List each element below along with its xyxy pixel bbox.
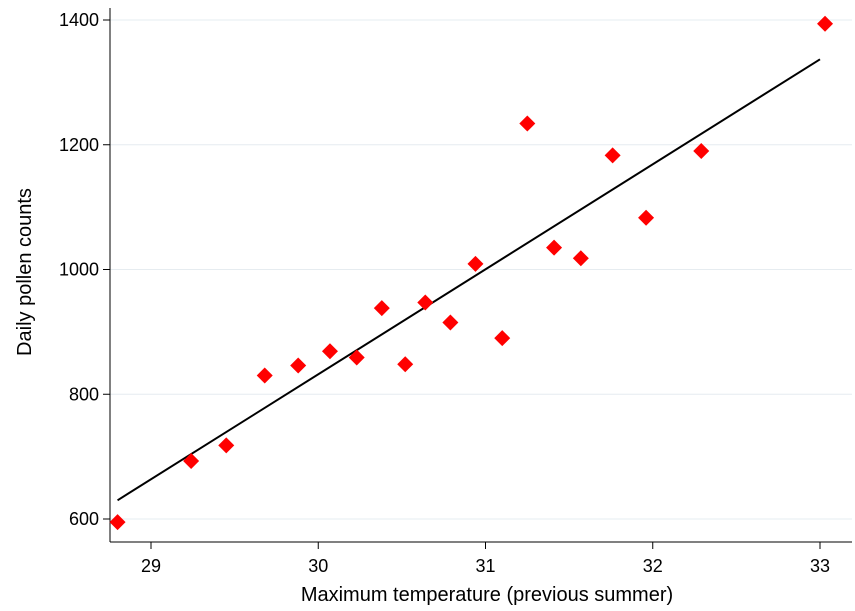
y-axis-title: Daily pollen counts bbox=[14, 188, 36, 356]
data-points bbox=[109, 15, 834, 531]
y-axis-ticks: 600 800 1000 1200 1400 bbox=[59, 10, 110, 529]
data-point bbox=[373, 300, 390, 317]
x-tick-label: 33 bbox=[810, 556, 830, 576]
y-tick-label: 1400 bbox=[59, 10, 99, 30]
data-point bbox=[417, 294, 434, 311]
data-point bbox=[604, 147, 621, 164]
data-point bbox=[397, 356, 414, 373]
data-point bbox=[519, 115, 536, 132]
data-point bbox=[290, 357, 307, 374]
y-tick-label: 600 bbox=[69, 509, 99, 529]
data-point bbox=[109, 514, 126, 531]
data-point bbox=[572, 250, 589, 267]
y-tick-label: 800 bbox=[69, 384, 99, 404]
x-tick-label: 32 bbox=[643, 556, 663, 576]
y-tick-label: 1000 bbox=[59, 260, 99, 280]
x-tick-label: 31 bbox=[475, 556, 495, 576]
data-point bbox=[467, 255, 484, 272]
data-point bbox=[693, 142, 710, 159]
x-tick-label: 29 bbox=[141, 556, 161, 576]
data-point bbox=[546, 239, 563, 256]
data-point bbox=[348, 349, 365, 366]
data-point bbox=[817, 15, 834, 32]
x-axis-ticks: 29 30 31 32 33 bbox=[141, 542, 830, 576]
data-point bbox=[321, 343, 338, 360]
gridlines bbox=[110, 19, 852, 520]
x-axis-title: Maximum temperature (previous summer) bbox=[301, 584, 673, 606]
data-point bbox=[494, 330, 511, 347]
y-tick-label: 1200 bbox=[59, 135, 99, 155]
data-point bbox=[256, 367, 273, 384]
data-point bbox=[218, 437, 235, 454]
data-point bbox=[183, 452, 200, 469]
x-tick-label: 30 bbox=[308, 556, 328, 576]
data-point bbox=[442, 314, 459, 331]
fit-line bbox=[117, 58, 821, 502]
data-point bbox=[638, 209, 655, 226]
